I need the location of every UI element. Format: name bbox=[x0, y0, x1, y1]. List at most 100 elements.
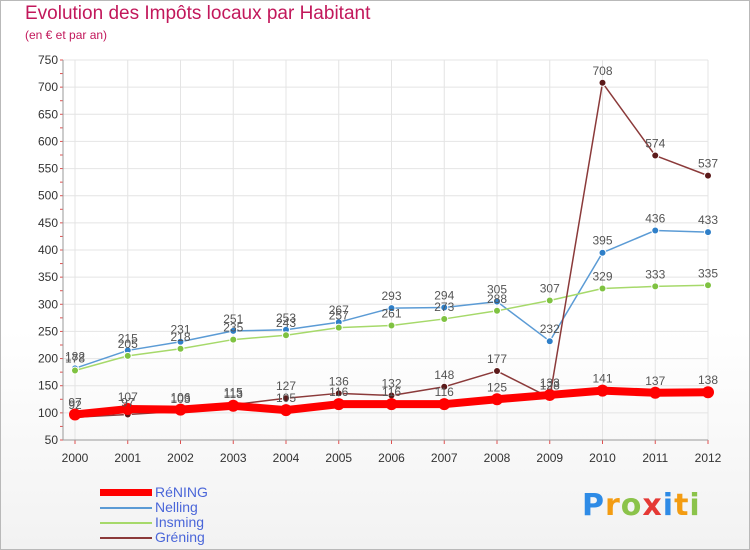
data-point-insming bbox=[334, 323, 343, 332]
y-tick-label: 750 bbox=[38, 53, 58, 67]
y-tick-label: 200 bbox=[38, 352, 58, 366]
data-label-rening: 125 bbox=[487, 380, 507, 394]
data-label-grening: 132 bbox=[381, 376, 401, 390]
data-label-nelling: 436 bbox=[645, 211, 665, 225]
data-label-grening: 103 bbox=[170, 392, 190, 406]
y-tick-label: 350 bbox=[38, 270, 58, 284]
data-point-nelling bbox=[598, 248, 607, 257]
legend-swatch-insming bbox=[100, 522, 152, 524]
chart-title: Evolution des Impôts locaux par Habitant bbox=[25, 3, 371, 24]
data-point-grening bbox=[493, 367, 501, 376]
data-point-grening bbox=[704, 171, 712, 180]
data-point-rening bbox=[543, 388, 556, 401]
data-label-nelling: 395 bbox=[592, 234, 612, 248]
data-label-nelling: 293 bbox=[381, 289, 401, 303]
data-label-rening: 116 bbox=[329, 385, 348, 399]
logo-letter: x bbox=[642, 488, 663, 523]
x-tick-label: 2009 bbox=[536, 451, 563, 465]
data-point-insming bbox=[704, 281, 712, 290]
data-label-grening: 148 bbox=[434, 368, 454, 382]
data-label-nelling: 433 bbox=[698, 213, 718, 227]
x-tick-label: 2012 bbox=[695, 451, 722, 465]
data-point-rening bbox=[69, 408, 81, 421]
x-tick-label: 2007 bbox=[431, 451, 458, 465]
x-tick-label: 2006 bbox=[378, 451, 405, 465]
data-point-insming bbox=[123, 351, 132, 360]
data-label-nelling: 215 bbox=[118, 331, 138, 345]
data-point-rening bbox=[596, 384, 609, 397]
y-tick-label: 150 bbox=[38, 379, 58, 393]
x-tick-label: 2000 bbox=[62, 451, 89, 465]
data-point-nelling bbox=[493, 297, 501, 306]
y-tick-label: 300 bbox=[38, 297, 58, 311]
logo-letter: o bbox=[620, 488, 643, 523]
legend-label-insming: Insming bbox=[155, 514, 205, 530]
data-label-nelling: 267 bbox=[329, 303, 349, 317]
data-label-rening: 113 bbox=[224, 387, 243, 401]
data-point-insming bbox=[387, 321, 396, 330]
data-label-rening: 138 bbox=[698, 373, 718, 387]
data-label-insming: 218 bbox=[170, 330, 190, 344]
x-tick-label: 2008 bbox=[484, 451, 511, 465]
data-label-insming: 333 bbox=[645, 267, 665, 281]
logo-letter: r bbox=[605, 488, 621, 523]
data-label-grening: 127 bbox=[276, 379, 296, 393]
data-label-nelling: 251 bbox=[223, 312, 243, 326]
y-tick-label: 600 bbox=[38, 134, 58, 148]
x-tick-label: 2011 bbox=[642, 451, 668, 465]
data-label-nelling: 294 bbox=[434, 289, 454, 303]
x-tick-label: 2010 bbox=[589, 451, 616, 465]
data-label-rening: 133 bbox=[540, 376, 560, 390]
data-label-rening: 97 bbox=[68, 395, 82, 409]
y-tick-label: 400 bbox=[38, 243, 58, 257]
legend-label-grening: Gréning bbox=[155, 529, 205, 545]
data-label-rening: 137 bbox=[645, 374, 665, 388]
chart-subtitle: (en € et par an) bbox=[25, 28, 108, 42]
data-label-nelling: 231 bbox=[170, 323, 190, 337]
data-label-rening: 106 bbox=[170, 391, 190, 405]
y-tick-label: 50 bbox=[45, 433, 59, 447]
data-point-nelling bbox=[440, 303, 449, 312]
data-label-rening: 141 bbox=[592, 372, 612, 386]
y-tick-label: 700 bbox=[38, 80, 58, 94]
data-point-nelling bbox=[704, 228, 712, 237]
x-tick-label: 2005 bbox=[325, 451, 352, 465]
data-label-insming: 261 bbox=[381, 306, 401, 320]
legend-label-nelling: Nelling bbox=[155, 499, 198, 515]
data-point-rening bbox=[385, 398, 398, 411]
data-label-insming: 178 bbox=[65, 352, 85, 366]
data-label-grening: 97 bbox=[121, 395, 135, 409]
data-label-insming: 288 bbox=[487, 292, 507, 306]
data-point-grening bbox=[651, 151, 660, 160]
data-label-grening: 136 bbox=[329, 374, 349, 388]
data-label-rening: 105 bbox=[276, 391, 296, 405]
x-tick-label: 2004 bbox=[273, 451, 300, 465]
data-point-nelling bbox=[387, 304, 396, 313]
data-point-grening bbox=[282, 394, 290, 403]
data-label-insming: 257 bbox=[329, 309, 349, 323]
y-tick-label: 550 bbox=[38, 162, 58, 176]
data-point-rening bbox=[702, 386, 714, 399]
y-tick-label: 250 bbox=[38, 324, 58, 338]
data-label-grening: 115 bbox=[224, 386, 243, 400]
data-label-grening: 92 bbox=[68, 398, 82, 412]
data-label-insming: 273 bbox=[434, 300, 454, 314]
data-point-grening bbox=[598, 78, 607, 87]
data-point-insming bbox=[229, 335, 238, 344]
data-label-grening: 708 bbox=[592, 64, 612, 78]
data-point-insming bbox=[282, 331, 290, 340]
data-point-rening bbox=[649, 386, 662, 399]
legend-label-rening: RéNING bbox=[155, 484, 208, 500]
proxiti-logo: Proxiti bbox=[582, 488, 701, 523]
x-tick-label: 2003 bbox=[220, 451, 247, 465]
data-point-insming bbox=[71, 366, 79, 375]
data-label-rening: 116 bbox=[382, 385, 401, 399]
logo-letter: i bbox=[662, 488, 675, 523]
legend-swatch-rening bbox=[100, 489, 152, 496]
x-tick-label: 2002 bbox=[167, 451, 194, 465]
data-point-insming bbox=[598, 284, 607, 293]
data-label-insming: 235 bbox=[223, 321, 243, 335]
data-point-insming bbox=[440, 314, 449, 323]
